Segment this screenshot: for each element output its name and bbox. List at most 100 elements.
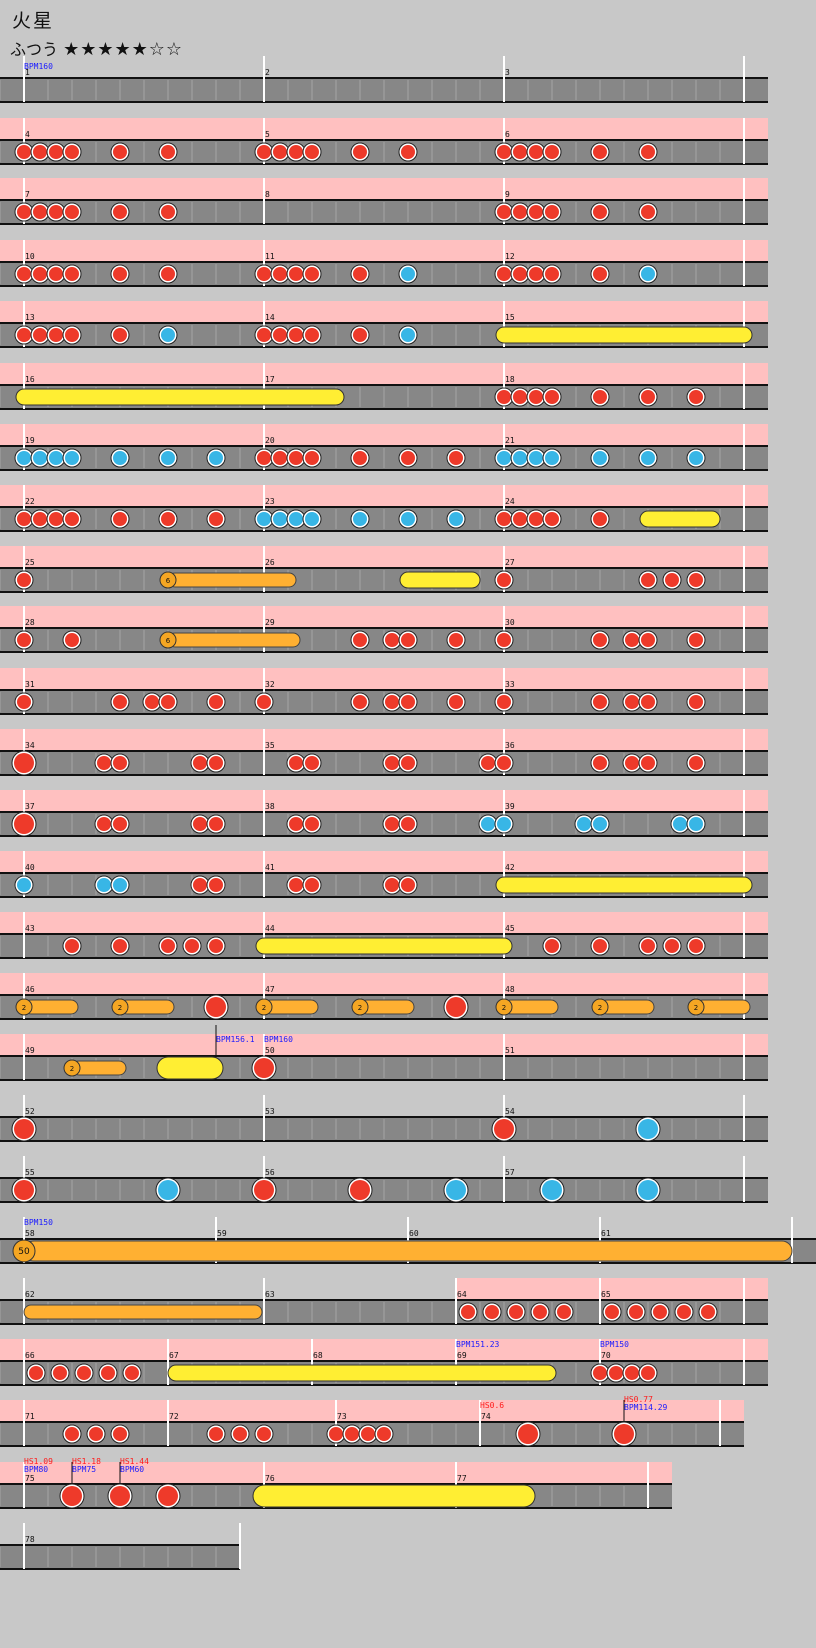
gogo-band bbox=[456, 1278, 768, 1300]
bpm-change: BPM156.1 bbox=[216, 1035, 255, 1044]
measure-number: 5 bbox=[265, 130, 270, 139]
bpm-change: BPM150 bbox=[24, 1218, 53, 1227]
note-face bbox=[641, 390, 655, 404]
note-face bbox=[113, 817, 127, 831]
note-face bbox=[17, 695, 31, 709]
measure-number: 77 bbox=[457, 1474, 467, 1483]
note-face bbox=[629, 1305, 643, 1319]
measure-number: 24 bbox=[505, 497, 515, 506]
note-face bbox=[513, 390, 527, 404]
note-face bbox=[53, 1366, 67, 1380]
note-face bbox=[305, 267, 319, 281]
balloon-count: 2 bbox=[598, 1004, 602, 1012]
gogo-band bbox=[0, 1339, 768, 1361]
measure-number: 22 bbox=[25, 497, 35, 506]
gogo-band bbox=[0, 118, 768, 140]
note-face bbox=[209, 512, 223, 526]
note-face bbox=[17, 205, 31, 219]
note-face bbox=[161, 451, 175, 465]
balloon-count: 2 bbox=[502, 1004, 506, 1012]
note-face bbox=[513, 205, 527, 219]
note-face bbox=[673, 817, 687, 831]
note-face bbox=[497, 817, 511, 831]
measure-number: 16 bbox=[25, 375, 35, 384]
note-face bbox=[353, 451, 367, 465]
measure-number: 58 bbox=[25, 1229, 35, 1238]
note-face bbox=[209, 878, 223, 892]
note-face bbox=[494, 1119, 514, 1139]
note-face bbox=[385, 756, 399, 770]
note-face bbox=[461, 1305, 475, 1319]
note-face bbox=[17, 328, 31, 342]
note-face bbox=[497, 512, 511, 526]
measure-number: 21 bbox=[505, 436, 515, 445]
note-face bbox=[257, 328, 271, 342]
note-face bbox=[513, 267, 527, 281]
note-face bbox=[305, 817, 319, 831]
note-face bbox=[29, 1366, 43, 1380]
bpm-change: BPM80 bbox=[24, 1465, 48, 1474]
note-face bbox=[305, 512, 319, 526]
note-face bbox=[350, 1180, 370, 1200]
note-face bbox=[97, 817, 111, 831]
measure-number: 37 bbox=[25, 802, 35, 811]
measure-number: 17 bbox=[265, 375, 275, 384]
note-face bbox=[77, 1366, 91, 1380]
measure-number: 63 bbox=[265, 1290, 275, 1299]
note-face bbox=[273, 512, 287, 526]
note-face bbox=[701, 1305, 715, 1319]
note-face bbox=[689, 390, 703, 404]
balloon-count: 50 bbox=[18, 1247, 30, 1257]
note-face bbox=[97, 756, 111, 770]
measure-number: 18 bbox=[505, 375, 515, 384]
balloon-head bbox=[111, 998, 129, 1016]
note-face bbox=[209, 1427, 223, 1441]
drumroll bbox=[495, 876, 753, 894]
note-face bbox=[593, 451, 607, 465]
measure-number: 48 bbox=[505, 985, 515, 994]
note-face bbox=[193, 756, 207, 770]
note-face bbox=[609, 1366, 623, 1380]
drumroll bbox=[15, 388, 345, 406]
measure-number: 53 bbox=[265, 1107, 275, 1116]
note-face bbox=[65, 328, 79, 342]
note-face bbox=[113, 145, 127, 159]
measure-number: 47 bbox=[265, 985, 275, 994]
note-face bbox=[593, 817, 607, 831]
measure-number: 13 bbox=[25, 313, 35, 322]
measure-number: 2 bbox=[265, 68, 270, 77]
note-face bbox=[497, 267, 511, 281]
note-face bbox=[593, 1366, 607, 1380]
note-face bbox=[257, 267, 271, 281]
gogo-band bbox=[0, 178, 768, 200]
note-face bbox=[305, 756, 319, 770]
note-face bbox=[17, 878, 31, 892]
note-face bbox=[305, 878, 319, 892]
note-face bbox=[257, 695, 271, 709]
note-face bbox=[254, 1058, 274, 1078]
note-face bbox=[113, 328, 127, 342]
note-face bbox=[161, 205, 175, 219]
note-face bbox=[665, 939, 679, 953]
bpm-change: BPM151.23 bbox=[456, 1340, 500, 1349]
note-face bbox=[209, 817, 223, 831]
note-face bbox=[529, 205, 543, 219]
note-face bbox=[14, 753, 34, 773]
measure-number: 14 bbox=[265, 313, 275, 322]
note-face bbox=[665, 573, 679, 587]
note-face bbox=[113, 1427, 127, 1441]
difficulty-stars: ★★★★★☆☆ bbox=[63, 39, 184, 60]
note-face bbox=[545, 939, 559, 953]
note-face bbox=[529, 267, 543, 281]
note-face bbox=[385, 817, 399, 831]
measure-number: 44 bbox=[265, 924, 275, 933]
measure-number: 1 bbox=[25, 68, 30, 77]
note-face bbox=[385, 633, 399, 647]
song-title: 火星 bbox=[12, 10, 55, 32]
note-face bbox=[353, 633, 367, 647]
note-face bbox=[641, 145, 655, 159]
measure-number: 64 bbox=[457, 1290, 467, 1299]
note-face bbox=[509, 1305, 523, 1319]
balloon-body bbox=[23, 1304, 263, 1320]
note-face bbox=[289, 145, 303, 159]
